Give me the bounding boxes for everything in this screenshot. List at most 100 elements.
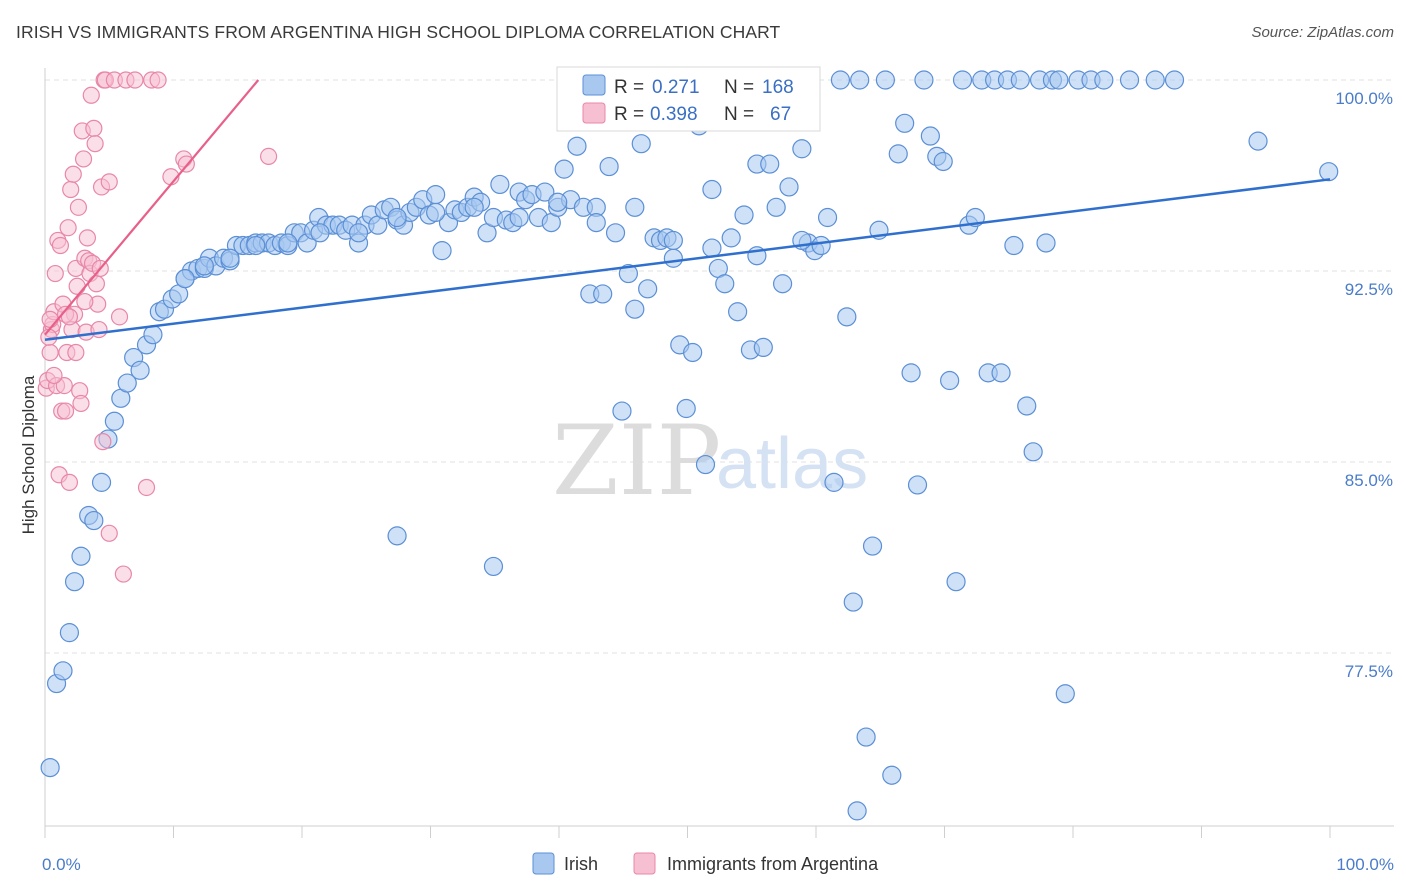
irish-point xyxy=(933,151,953,172)
irish-point xyxy=(837,307,857,327)
irish-point xyxy=(1004,235,1024,256)
irish-point xyxy=(464,197,484,217)
irish-point xyxy=(721,228,741,248)
bottom-legend: Irish Immigrants from Argentina xyxy=(532,852,879,875)
legend-label-argentina: Immigrants from Argentina xyxy=(667,854,879,874)
argentina-point xyxy=(41,310,59,328)
irish-point xyxy=(84,510,104,531)
argentina-point xyxy=(62,180,80,199)
irish-point xyxy=(246,235,266,256)
irish-point xyxy=(535,182,555,202)
irish-point xyxy=(728,302,748,322)
irish-point xyxy=(850,70,870,90)
irish-point xyxy=(901,363,921,383)
irish-point xyxy=(586,213,606,233)
irish-point xyxy=(625,299,645,319)
irish-point xyxy=(220,248,240,268)
irish-point xyxy=(625,197,645,217)
argentina-point xyxy=(76,292,94,311)
legend-label-irish: Irish xyxy=(564,854,598,874)
irish-point xyxy=(895,113,915,133)
stats-r-label-irish: R = xyxy=(614,77,644,98)
argentina-point xyxy=(137,478,156,497)
stats-legend: R = 0.271 N = 168 R = 0.398 N = 67 xyxy=(556,66,821,132)
irish-point xyxy=(940,370,960,391)
irish-point xyxy=(952,70,973,90)
irish-point xyxy=(715,274,735,294)
irish-point xyxy=(278,233,298,253)
irish-point xyxy=(53,661,73,681)
argentina-point xyxy=(114,565,132,583)
argentina-point xyxy=(78,229,97,247)
irish-point xyxy=(143,325,163,345)
irish-point xyxy=(1319,162,1339,182)
grid xyxy=(45,79,1394,654)
trend-lines xyxy=(44,79,1331,342)
stats-r-label-argentina: R = xyxy=(614,104,644,125)
irish-point xyxy=(792,139,812,159)
argentina-point xyxy=(64,165,82,183)
irish-point xyxy=(753,337,773,357)
irish-point xyxy=(888,144,908,164)
irish-point xyxy=(702,238,722,258)
y-tick-label: 77.5% xyxy=(1345,662,1393,681)
irish-point xyxy=(760,154,780,174)
stats-r-value-irish: 0.271 xyxy=(652,77,700,98)
argentina-point xyxy=(55,377,73,395)
irish-point xyxy=(117,373,137,393)
irish-point xyxy=(1119,70,1140,90)
irish-point xyxy=(599,156,619,177)
irish-trend-line xyxy=(44,178,1331,342)
y-tick-labels: 77.5% 85.0% 92.5% 100.0% xyxy=(1335,89,1393,681)
argentina-point xyxy=(149,71,167,89)
irish-point xyxy=(432,241,452,261)
irish-point xyxy=(663,230,683,251)
irish-point xyxy=(1094,70,1114,90)
irish-point xyxy=(426,202,446,223)
irish-point xyxy=(1049,70,1069,90)
irish-point xyxy=(875,70,895,90)
argentina-points xyxy=(37,71,278,583)
irish-point xyxy=(175,269,195,289)
argentina-point xyxy=(60,308,79,326)
x-tick-label-max: 100.0% xyxy=(1336,855,1394,874)
irish-point xyxy=(91,472,112,492)
argentina-point xyxy=(60,473,79,491)
irish-point xyxy=(426,185,446,205)
irish-point xyxy=(548,192,568,212)
irish-point xyxy=(1145,70,1165,90)
irish-point xyxy=(683,342,703,363)
irish-point xyxy=(71,546,91,566)
irish-point xyxy=(882,765,902,785)
irish-point xyxy=(194,256,214,276)
irish-point xyxy=(64,572,85,592)
stats-n-value-argentina: 67 xyxy=(770,104,791,125)
argentina-point xyxy=(46,264,64,283)
argentina-point xyxy=(67,343,85,362)
irish-point xyxy=(618,263,638,284)
stats-n-label-irish: N = xyxy=(724,77,754,98)
irish-point xyxy=(856,727,876,747)
irish-point xyxy=(734,205,754,225)
argentina-point xyxy=(41,343,59,362)
argentina-point xyxy=(82,86,100,104)
argentina-point xyxy=(74,150,93,168)
irish-point xyxy=(663,248,683,268)
argentina-point xyxy=(69,198,88,216)
irish-point xyxy=(1248,131,1268,151)
irish-point xyxy=(862,536,883,556)
irish-point xyxy=(554,159,574,179)
watermark: ZIP atlas xyxy=(552,405,868,517)
argentina-point xyxy=(100,173,118,191)
irish-point xyxy=(907,475,928,495)
irish-point xyxy=(847,801,867,821)
argentina-point xyxy=(68,277,86,295)
irish-point xyxy=(843,592,863,612)
legend-swatch-argentina xyxy=(633,852,656,875)
irish-point xyxy=(593,284,613,304)
irish-point xyxy=(387,526,407,546)
y-tick-label: 92.5% xyxy=(1345,280,1393,299)
irish-point xyxy=(811,235,831,256)
watermark-zip: ZIP xyxy=(552,405,721,517)
argentina-point xyxy=(59,219,77,237)
